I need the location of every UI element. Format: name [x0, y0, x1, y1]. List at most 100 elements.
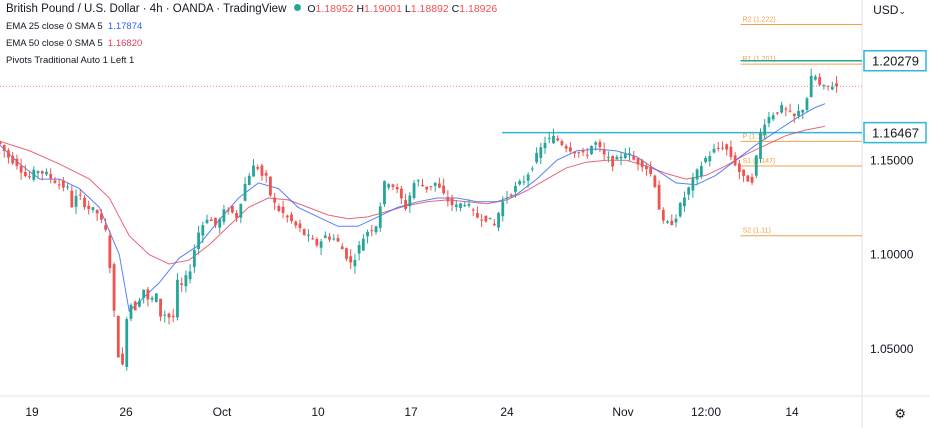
indicator-ema50[interactable]: EMA 50 close 0 SMA 5 1.16820 — [6, 38, 142, 49]
candle-body — [66, 186, 69, 188]
candle-body — [568, 147, 572, 152]
high-value: 1.19001 — [364, 3, 402, 15]
candle-body — [712, 148, 716, 153]
indicator-label: Pivots Traditional Auto 1 Left 1 — [6, 55, 135, 66]
candle-body — [459, 203, 462, 208]
indicator-value: 1.17874 — [107, 21, 143, 32]
candle-body — [133, 301, 137, 311]
candle-body — [311, 238, 315, 240]
indicator-pivots[interactable]: Pivots Traditional Auto 1 Left 1 — [6, 55, 134, 66]
candle-body — [488, 217, 492, 220]
candle-body — [264, 172, 268, 176]
candle-body — [471, 209, 475, 211]
candle-body — [607, 156, 610, 158]
pivot-label: S2 (1.11) — [743, 228, 771, 235]
candle-body — [497, 212, 500, 228]
candle-body — [78, 194, 82, 196]
candle-body — [252, 165, 255, 177]
candle-body — [767, 116, 771, 124]
candle-body — [522, 181, 526, 183]
price-label-box — [863, 49, 927, 72]
candle-body — [716, 147, 720, 149]
candle-body — [243, 183, 247, 201]
settings-gear-icon[interactable]: ⚙ — [894, 406, 906, 421]
candle-body — [298, 223, 302, 229]
currency-label: USD — [873, 3, 899, 17]
candle-body — [547, 137, 551, 139]
x-tick-label: 10 — [311, 405, 325, 419]
candle-body — [239, 203, 243, 218]
candle-body — [446, 197, 450, 202]
candle-body — [704, 157, 707, 163]
candle-body — [53, 180, 57, 184]
chart-header: British Pound / U.S. Dollar · 4h · OANDA… — [6, 3, 497, 15]
x-tick-label: 12:00 — [691, 405, 721, 419]
candle-body — [742, 169, 745, 176]
indicator-value: 1.16820 — [107, 38, 143, 49]
candle-body — [476, 213, 479, 218]
candle-body — [792, 113, 796, 117]
candle-body — [573, 151, 576, 154]
candle-body — [2, 145, 6, 151]
candle-body — [235, 213, 238, 219]
open-value: 1.18952 — [315, 3, 354, 15]
candle-body — [121, 353, 124, 365]
candle-body — [776, 112, 779, 114]
x-tick-label: 26 — [119, 405, 133, 419]
symbol-title[interactable]: British Pound / U.S. Dollar · 4h · OANDA… — [6, 3, 287, 15]
candle-body — [125, 319, 129, 368]
candle-body — [784, 108, 788, 110]
candle-body — [763, 124, 767, 136]
chevron-down-icon: ⌄ — [898, 6, 906, 16]
x-tick-label: 17 — [404, 405, 418, 419]
candle-body — [514, 186, 517, 192]
candle-body — [442, 185, 446, 194]
candle-body — [581, 150, 585, 153]
candle-body — [45, 171, 48, 175]
currency-selector[interactable]: USD⌄ — [873, 3, 906, 17]
pivot-label: S1 (1.147) — [743, 158, 776, 165]
candle-body — [49, 173, 53, 179]
candle-body — [623, 154, 627, 159]
candle-body — [450, 197, 454, 206]
y-tick-label: 1.15000 — [870, 153, 914, 167]
candle-body — [374, 226, 378, 233]
candle-body — [61, 180, 65, 188]
candle-body — [835, 83, 838, 87]
candle-body — [674, 218, 678, 223]
open-label: O — [307, 3, 316, 15]
candle-body — [15, 158, 19, 166]
candle-body — [328, 236, 331, 240]
candle-body — [733, 155, 737, 166]
candle-body — [370, 230, 374, 232]
candle-body — [40, 171, 44, 174]
candle-body — [188, 271, 192, 280]
candle-body — [214, 217, 217, 226]
candle-body — [104, 225, 108, 230]
indicator-ema25[interactable]: EMA 25 close 0 SMA 5 1.17874 — [6, 21, 142, 32]
candle-body — [391, 184, 395, 187]
candle-body — [294, 221, 298, 226]
candle-body — [560, 141, 564, 146]
candle-body — [602, 149, 606, 155]
candle-body — [108, 235, 112, 269]
candle-body — [345, 248, 348, 259]
candle-body — [433, 182, 437, 186]
candle-body — [129, 304, 133, 319]
candle-body — [429, 186, 433, 188]
candle-body — [201, 225, 205, 236]
low-label: L — [404, 3, 411, 15]
candle-body — [721, 147, 724, 149]
candle-body — [0, 141, 2, 145]
candle-body — [353, 259, 357, 267]
ema50-line — [0, 125, 826, 265]
candle-body — [467, 204, 471, 206]
candle-body — [666, 221, 669, 223]
ohlc-readout: O1.18952 H1.19001 L1.18892 C1.18926 — [307, 3, 497, 15]
candle-body — [636, 158, 640, 165]
candle-body — [83, 197, 86, 208]
candle-body — [307, 234, 310, 236]
candle-body — [222, 209, 226, 222]
candle-body — [830, 86, 834, 90]
